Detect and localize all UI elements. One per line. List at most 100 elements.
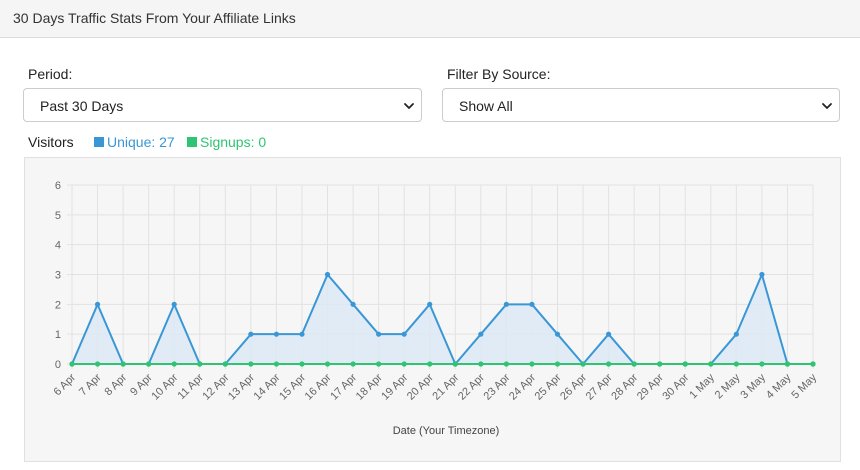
unique-point — [94, 301, 101, 307]
x-tick-label: 18 Apr — [354, 371, 385, 402]
chevron-down-icon — [404, 103, 414, 109]
signups-point — [427, 361, 433, 367]
source-select-value: Show All — [459, 98, 513, 114]
x-tick-label: 20 Apr — [405, 371, 436, 402]
x-tick-label: 1 May — [687, 371, 717, 401]
chart-container: 0 1 2 3 4 5 6 6 Apr 7 Apr 8 Apr 9 Apr 10 Apr 11 Apr… — [24, 157, 841, 462]
signups-point — [94, 361, 101, 367]
x-tick-label: 6 Apr — [51, 371, 78, 398]
source-label: Filter By Source: — [447, 66, 551, 82]
x-tick-label: 28 Apr — [609, 371, 640, 402]
signups-point — [580, 361, 586, 367]
signups-point — [784, 361, 791, 367]
unique-area — [72, 274, 813, 364]
source-select[interactable]: Show All — [442, 88, 840, 122]
x-tick-label: 27 Apr — [584, 371, 615, 402]
period-select-value: Past 30 Days — [40, 98, 124, 114]
signups-point — [682, 361, 688, 367]
panel-title: 30 Days Traffic Stats From Your Affiliat… — [13, 10, 296, 26]
unique-point — [248, 331, 254, 337]
unique-point — [427, 301, 433, 307]
signups-point — [376, 361, 382, 367]
x-axis-title: Date (Your Timezone) — [393, 425, 500, 437]
legend-signups[interactable]: Signups: 0 — [187, 134, 266, 150]
signups-point — [759, 361, 765, 367]
x-tick-label: 17 Apr — [328, 371, 359, 402]
unique-point — [324, 271, 331, 278]
x-tick-label: 24 Apr — [507, 371, 538, 402]
legend-unique-swatch — [94, 137, 104, 147]
legend-signups-label: Signups: 0 — [200, 134, 267, 150]
x-tick-label: 16 Apr — [303, 371, 334, 402]
unique-point — [478, 331, 484, 337]
legend-unique-label: Unique: 27 — [107, 134, 175, 150]
unique-point — [350, 301, 356, 307]
unique-point — [733, 331, 739, 337]
unique-point — [171, 301, 177, 307]
signups-point — [478, 361, 484, 367]
panel-header: 30 Days Traffic Stats From Your Affiliat… — [0, 0, 860, 38]
x-tick-label: 3 May — [738, 371, 768, 401]
period-select[interactable]: Past 30 Days — [23, 88, 422, 122]
x-tick-label: 21 Apr — [430, 371, 461, 402]
signups-point — [631, 361, 637, 367]
signups-point — [69, 361, 75, 367]
unique-point — [273, 331, 280, 337]
x-tick-label: 8 Apr — [103, 371, 130, 398]
x-tick-label: 4 May — [764, 371, 794, 401]
unique-point — [759, 271, 765, 278]
unique-point — [605, 331, 612, 337]
legend-unique[interactable]: Unique: 27 — [94, 134, 175, 150]
signups-point — [299, 361, 305, 367]
period-label: Period: — [28, 66, 73, 82]
chevron-down-icon — [822, 103, 832, 109]
signups-point — [197, 361, 203, 367]
x-tick-label: 29 Apr — [635, 371, 666, 402]
signups-point — [350, 361, 356, 367]
unique-point — [376, 331, 382, 337]
chart-series — [69, 271, 816, 367]
signups-point — [657, 361, 663, 367]
signups-point — [146, 361, 152, 367]
unique-point — [529, 301, 535, 307]
signups-point — [222, 361, 228, 367]
unique-point — [401, 331, 407, 337]
x-tick-label: 10 Apr — [149, 371, 180, 402]
x-tick-label: 2 May — [713, 371, 743, 401]
signups-point — [248, 361, 254, 367]
y-tick-label: 6 — [55, 180, 61, 192]
signups-point — [810, 361, 816, 367]
signups-point — [605, 361, 612, 367]
unique-point — [299, 331, 305, 337]
y-tick-label: 2 — [55, 299, 61, 311]
legend-signups-swatch — [187, 137, 197, 147]
x-tick-label: 13 Apr — [226, 371, 257, 402]
signups-point — [452, 361, 458, 367]
x-tick-label: 26 Apr — [558, 371, 589, 402]
signups-point — [554, 361, 561, 367]
signups-point — [401, 361, 407, 367]
signups-point — [503, 361, 509, 367]
signups-point — [273, 361, 280, 367]
legend-title: Visitors — [28, 134, 74, 150]
signups-point — [733, 361, 739, 367]
signups-point — [171, 361, 177, 367]
x-tick-label: 19 Apr — [379, 371, 410, 402]
unique-point — [554, 331, 561, 337]
signups-point — [324, 361, 331, 367]
signups-point — [708, 361, 714, 367]
x-tick-label: 7 Apr — [77, 371, 104, 398]
x-tick-label: 12 Apr — [200, 371, 231, 402]
y-tick-label: 0 — [55, 359, 61, 371]
signups-point — [120, 361, 126, 367]
x-tick-label: 11 Apr — [175, 371, 206, 402]
x-tick-label: 14 Apr — [252, 371, 283, 402]
x-tick-label: 22 Apr — [456, 371, 487, 402]
y-tick-label: 5 — [55, 210, 61, 222]
y-tick-label: 1 — [55, 329, 61, 341]
y-axis-ticks: 0 1 2 3 4 5 6 — [55, 180, 61, 371]
unique-point — [503, 301, 509, 307]
y-tick-label: 4 — [55, 240, 61, 252]
